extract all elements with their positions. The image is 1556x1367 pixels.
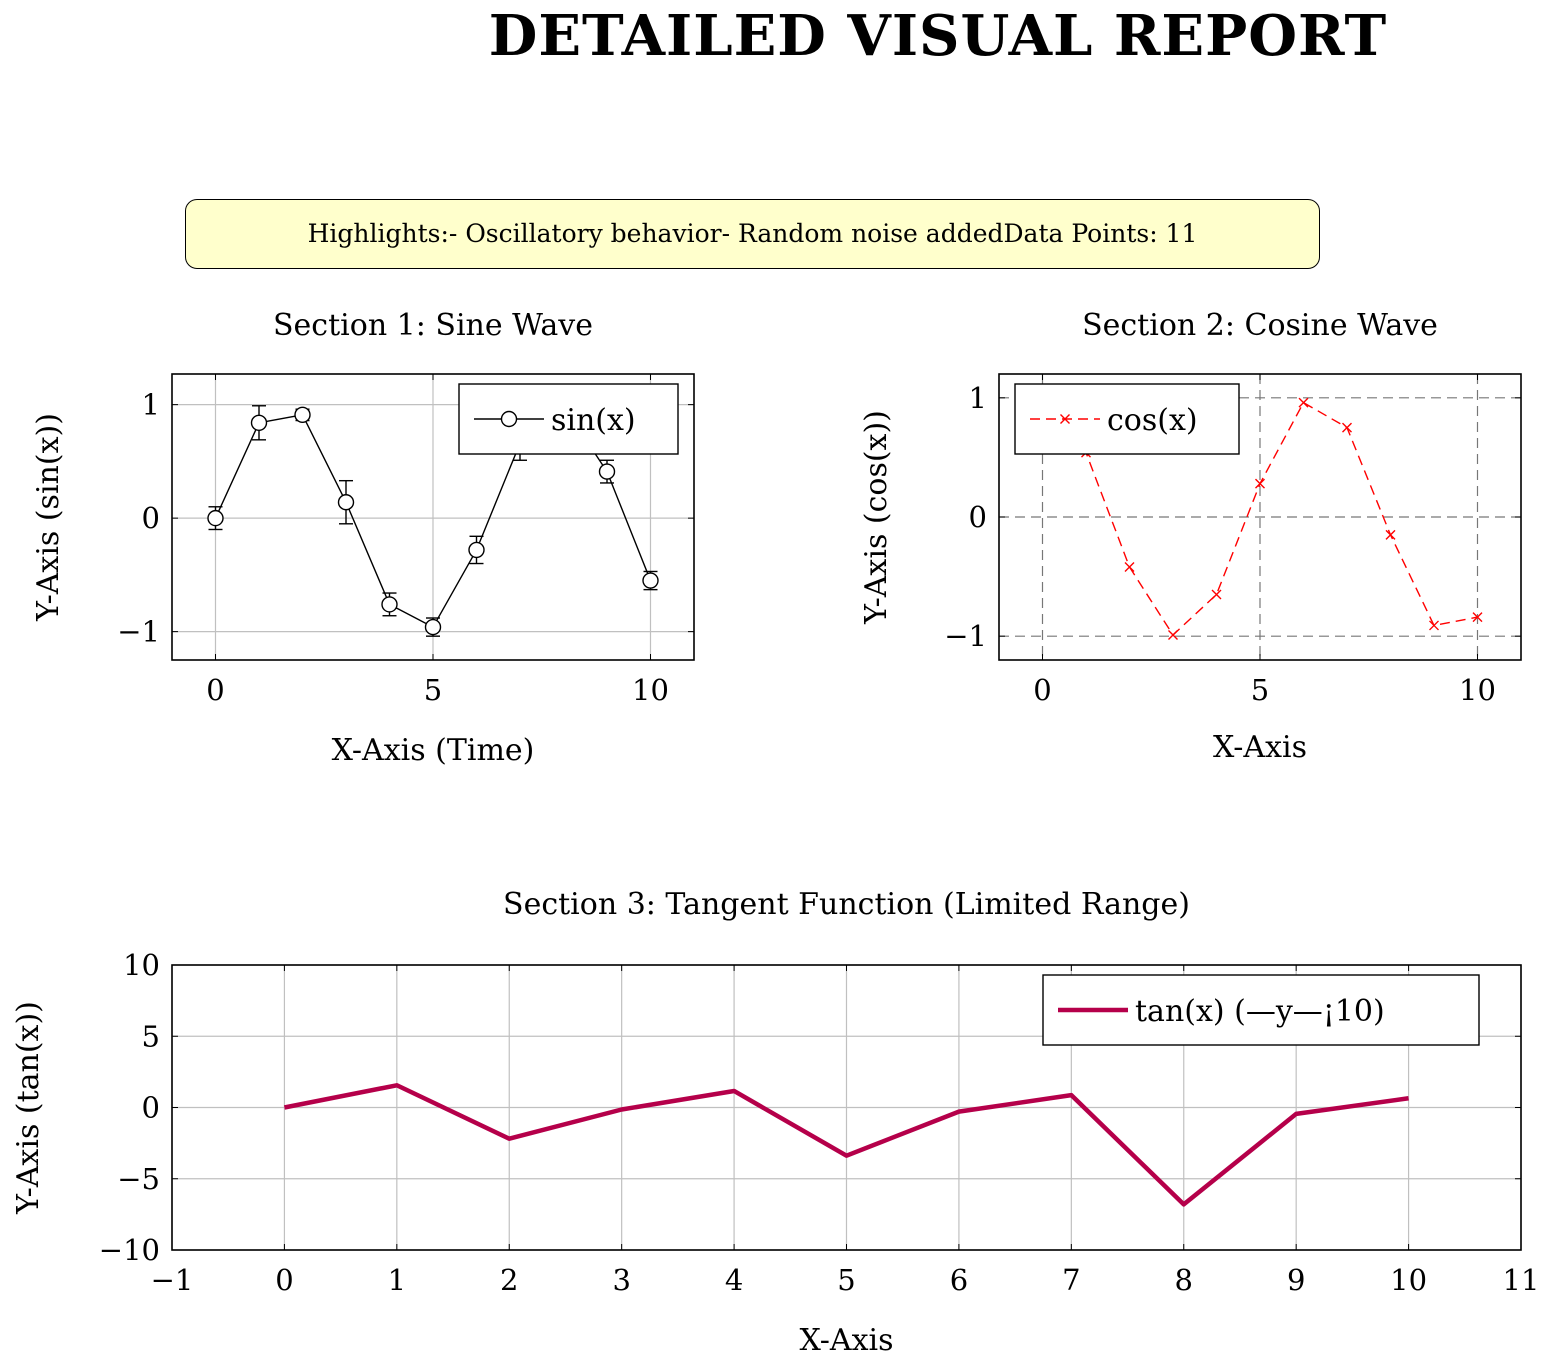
x-tick-label: 4: [725, 1263, 743, 1297]
x-tick-label: 1: [388, 1263, 406, 1297]
y-tick-label: −1: [117, 615, 160, 649]
x-axis-label: X-Axis: [1213, 730, 1307, 765]
x-axis-label: X-Axis: [800, 1323, 894, 1358]
y-tick-label: 10: [123, 948, 160, 982]
chart-3: Section 3: Tangent Function (Limited Ran…: [11, 887, 1539, 1358]
x-tick-label: 0: [206, 673, 224, 707]
y-tick-label: 5: [142, 1019, 160, 1053]
y-tick-label: 0: [969, 500, 987, 534]
data-point: [1298, 397, 1309, 408]
x-tick-label: 5: [1251, 673, 1269, 707]
data-point: [337, 494, 355, 511]
x-tick-label: 6: [950, 1263, 968, 1297]
x-tick-label: 0: [275, 1263, 293, 1297]
data-point: [250, 414, 268, 432]
data-point: [598, 463, 616, 480]
data-point: [1168, 629, 1178, 640]
x-tick-label: 7: [1062, 1263, 1080, 1297]
data-point: [1472, 612, 1483, 623]
x-tick-label: 3: [612, 1263, 630, 1297]
y-tick-label: 0: [142, 501, 160, 535]
x-axis-label: X-Axis (Time): [332, 733, 535, 768]
chart-2: Section 2: Cosine Wave 0 5 10 −1 0 1 X-Axis Y-Ax…: [859, 308, 1522, 765]
y-tick-label: 1: [969, 381, 987, 415]
y-tick-label: 0: [142, 1091, 160, 1125]
data-point: [381, 596, 398, 613]
y-tick-label: −1: [944, 619, 987, 653]
chart-1: Section 1: Sine Wave 0 5 10 −1 0 1 X-Axis (Time…: [31, 308, 695, 768]
data-point: [294, 406, 311, 424]
legend-label: cos(x): [1107, 403, 1198, 438]
legend-marker: [1060, 414, 1070, 424]
y-tick-label: 1: [142, 388, 160, 422]
plot-frame: [998, 373, 1522, 661]
x-tick-label: 10: [1390, 1263, 1427, 1297]
plot-frame: [171, 373, 695, 661]
legend-marker: [500, 410, 518, 428]
data-point: [1211, 589, 1222, 600]
x-tick-label: 8: [1175, 1263, 1193, 1297]
data-point: [1124, 562, 1135, 573]
legend-label: sin(x): [551, 403, 636, 438]
plot-frame: [171, 964, 1522, 1251]
data-point: [1429, 620, 1439, 631]
data-point: [424, 618, 442, 636]
y-axis-label: Y-Axis (tan(x)): [11, 1001, 46, 1215]
x-tick-label: 5: [424, 673, 442, 707]
legend-label: tan(x) (—y—¡10): [1135, 994, 1385, 1029]
x-tick-label: −1: [151, 1263, 194, 1297]
highlights-box: Highlights:- Oscillatory behavior- Rando…: [185, 199, 1320, 269]
data-point: [1255, 478, 1265, 489]
data-point: [642, 572, 659, 589]
series-line: [283, 1083, 1409, 1207]
data-point: [207, 509, 224, 527]
x-tick-label: 10: [632, 673, 669, 707]
x-tick-label: 5: [837, 1263, 855, 1297]
y-tick-label: −5: [117, 1162, 160, 1196]
x-tick-label: 0: [1033, 673, 1051, 707]
chart-title: Section 3: Tangent Function (Limited Ran…: [503, 887, 1190, 922]
data-point: [1385, 529, 1396, 540]
x-tick-label: 11: [1503, 1263, 1540, 1297]
data-point: [1342, 422, 1352, 433]
y-tick-label: −10: [99, 1233, 160, 1267]
y-axis-label: Y-Axis (cos(x)): [859, 410, 894, 625]
report-title: DETAILED VISUAL REPORT: [488, 3, 1388, 69]
data-point: [468, 541, 485, 559]
chart-title: Section 1: Sine Wave: [273, 308, 593, 343]
chart-title: Section 2: Cosine Wave: [1082, 308, 1438, 343]
x-tick-label: 10: [1459, 673, 1496, 707]
y-axis-label: Y-Axis (sin(x)): [31, 413, 66, 622]
x-tick-label: 2: [500, 1263, 518, 1297]
x-tick-label: 9: [1287, 1263, 1305, 1297]
